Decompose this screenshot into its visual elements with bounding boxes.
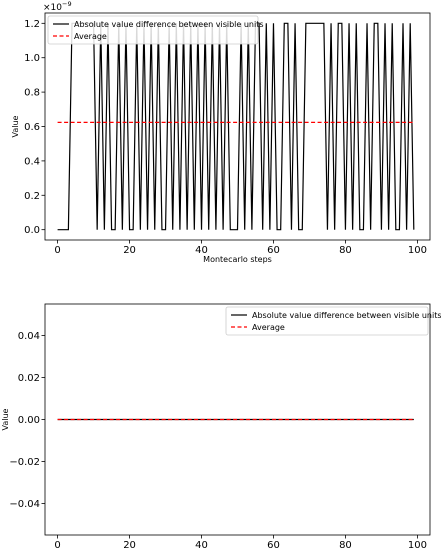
legend-label: Average (252, 323, 285, 332)
y-axis-label: Value (11, 115, 20, 137)
x-axis-label: Montecarlo steps (203, 255, 272, 264)
y-tick-label: 0.02 (18, 373, 40, 384)
x-tick-label: 0 (54, 245, 60, 256)
legend-label: Absolute value difference between visibl… (252, 311, 441, 320)
x-tick-label: 20 (123, 540, 136, 550)
y-scale-factor: ×10−9 (43, 0, 72, 13)
series-line-difference (57, 22, 415, 231)
legend: Absolute value difference between visibl… (47, 15, 264, 45)
x-tick-label: 80 (339, 245, 352, 256)
x-tick-label: 0 (54, 540, 60, 550)
x-tick-label: 80 (339, 540, 352, 550)
legend-box (225, 306, 429, 336)
x-tick-label: 40 (195, 245, 208, 256)
y-tick-label: 0.2 (24, 191, 40, 202)
chart-bottom: 020406080100−0.04−0.020.000.020.04Montec… (1, 303, 441, 554)
y-scale-exponent: −9 (62, 0, 72, 8)
y-tick-label: 0.04 (18, 331, 40, 342)
y-axis-label: Value (1, 408, 10, 430)
legend-label: Average (74, 32, 107, 41)
y-tick-label: −0.04 (9, 499, 40, 510)
legend-label: Absolute value difference between visibl… (74, 20, 264, 29)
x-tick-label: 40 (195, 540, 208, 550)
x-tick-label: 20 (123, 245, 136, 256)
x-tick-label: 100 (408, 540, 427, 550)
y-tick-label: 0.4 (24, 156, 40, 167)
x-tick-label: 60 (267, 245, 280, 256)
y-tick-label: 0.00 (18, 415, 40, 426)
y-tick-label: 0.8 (24, 88, 40, 99)
y-tick-label: 0.6 (24, 122, 40, 133)
legend-box (47, 15, 259, 45)
y-tick-label: 1.0 (24, 53, 40, 64)
legend: Absolute value difference between visibl… (225, 306, 441, 336)
y-tick-label: 1.2 (24, 19, 40, 30)
x-tick-label: 60 (267, 540, 280, 550)
y-tick-label: −0.02 (9, 457, 40, 468)
x-tick-label: 100 (408, 245, 427, 256)
chart-top: 0 20 40 60 80 100 0.0 0.2 0.4 0.6 0.8 1.0 1.2 Monteca… (11, 0, 431, 264)
y-scale-base: ×10 (43, 3, 62, 13)
y-tick-label: 0.0 (24, 225, 40, 236)
